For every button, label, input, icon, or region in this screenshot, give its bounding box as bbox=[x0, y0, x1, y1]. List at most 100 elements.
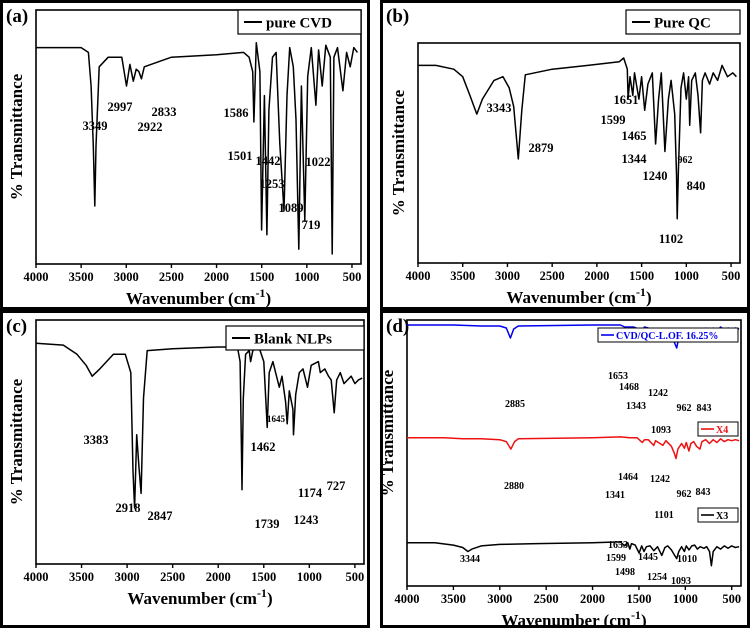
peak-label: 1242 bbox=[648, 388, 668, 399]
plot-frame bbox=[35, 9, 362, 265]
x-tick-label: 2500 bbox=[540, 269, 565, 283]
x-tick-label: 500 bbox=[346, 570, 365, 584]
panel-c: (c) 4000 3500 3000 2500 2000 1500 1000 500 Wavenu… bbox=[0, 310, 370, 628]
peak-label: 1254 bbox=[647, 572, 667, 583]
peak-label: 3343 bbox=[487, 101, 512, 115]
legend-box bbox=[697, 507, 739, 523]
x-tick-label: 3500 bbox=[441, 592, 466, 606]
peak-label: 1653 bbox=[608, 540, 628, 551]
panel-label: (a) bbox=[6, 6, 28, 27]
peak-label: 2918 bbox=[116, 501, 141, 515]
peak-label: 727 bbox=[327, 479, 346, 493]
peak-label: 1442 bbox=[256, 154, 281, 168]
x-tick-label: 500 bbox=[722, 592, 741, 606]
peak-label: 2833 bbox=[152, 105, 177, 119]
x-tick-label: 4000 bbox=[406, 269, 431, 283]
plot-frame bbox=[35, 319, 365, 565]
peak-label: 719 bbox=[302, 218, 321, 232]
series-line-1 bbox=[35, 342, 363, 509]
peak-label: 962 bbox=[677, 403, 692, 414]
x-tick-label: 3500 bbox=[450, 269, 475, 283]
series-line-3 bbox=[407, 541, 740, 567]
y-axis-label: % Transmittance bbox=[378, 369, 397, 496]
x-tick-label: 3000 bbox=[495, 269, 520, 283]
x-tick-label: 1000 bbox=[297, 570, 322, 584]
peak-label: 2922 bbox=[138, 120, 163, 134]
peak-label: 1464 bbox=[618, 472, 638, 483]
x-tick-label: 1500 bbox=[626, 592, 651, 606]
x-axis-label: Wavenumber (cm-1) bbox=[127, 586, 272, 608]
x-tick-label: 1500 bbox=[249, 270, 274, 284]
peak-label: 1586 bbox=[224, 106, 249, 120]
panel-label: (b) bbox=[386, 6, 409, 27]
legend-box bbox=[237, 9, 362, 35]
x-tick-label: 2000 bbox=[204, 270, 229, 284]
legend-box bbox=[597, 327, 739, 343]
x-tick-label: 4000 bbox=[395, 592, 420, 606]
legend-box bbox=[697, 421, 739, 437]
y-axis-label: % Transmittance bbox=[7, 378, 26, 505]
x-tick-label: 3500 bbox=[69, 570, 94, 584]
x-tick-label: 2000 bbox=[584, 269, 609, 283]
peak-label: 2880 bbox=[504, 481, 524, 492]
peak-label: 1089 bbox=[279, 201, 304, 215]
y-axis-label: % Transmittance bbox=[389, 89, 408, 216]
x-tick-label: 3000 bbox=[114, 270, 139, 284]
peak-label: 1101 bbox=[654, 510, 673, 521]
peak-label: 1739 bbox=[255, 517, 280, 531]
x-axis-label: Wavenumber (cm-1) bbox=[126, 286, 271, 308]
x-tick-label: 2500 bbox=[160, 570, 185, 584]
x-tick-label: 500 bbox=[722, 269, 741, 283]
series-line-1 bbox=[418, 57, 737, 220]
peak-label: 1344 bbox=[622, 152, 648, 166]
legend-label: X4 bbox=[716, 425, 728, 436]
series-line-2 bbox=[407, 436, 740, 460]
x-axis-label: Wavenumber (cm-1) bbox=[501, 608, 646, 628]
peak-label: 1651 bbox=[614, 93, 639, 107]
series-line-1 bbox=[36, 42, 358, 255]
x-tick-label: 2000 bbox=[580, 592, 605, 606]
peak-label: 3349 bbox=[83, 119, 108, 133]
peak-label: 1242 bbox=[650, 474, 670, 485]
peak-label: 1462 bbox=[251, 440, 276, 454]
peak-label: 1465 bbox=[622, 129, 647, 143]
peak-label: 2847 bbox=[148, 509, 173, 523]
y-axis-label: % Transmittance bbox=[7, 73, 26, 200]
plot-frame bbox=[417, 42, 741, 264]
peak-label: 843 bbox=[697, 403, 712, 414]
peak-label: 2879 bbox=[529, 141, 554, 155]
peak-label: 1445 bbox=[638, 552, 658, 563]
x-tick-label: 2000 bbox=[206, 570, 231, 584]
x-tick-label: 3000 bbox=[115, 570, 140, 584]
peak-label: 1653 bbox=[608, 371, 628, 382]
peak-label: 843 bbox=[696, 487, 711, 498]
legend-label: pure CVD bbox=[266, 16, 332, 32]
x-tick-label: 1500 bbox=[251, 570, 276, 584]
x-tick-label: 1000 bbox=[674, 269, 699, 283]
x-axis-label: Wavenumber (cm-1) bbox=[506, 285, 651, 307]
legend-label: Pure QC bbox=[654, 16, 711, 32]
peak-label: 2997 bbox=[108, 100, 133, 114]
peak-label: 1243 bbox=[294, 513, 319, 527]
plot-frame bbox=[406, 319, 742, 587]
peak-label: 1498 bbox=[615, 567, 635, 578]
peak-label: 1174 bbox=[298, 486, 323, 500]
peak-label: 3344 bbox=[460, 554, 480, 565]
x-tick-label: 1500 bbox=[629, 269, 654, 283]
panel-border bbox=[380, 310, 750, 628]
peak-label: 1093 bbox=[671, 576, 691, 587]
x-tick-label: 3500 bbox=[69, 270, 94, 284]
peak-label: 1645 bbox=[267, 414, 286, 424]
peak-label: 2885 bbox=[505, 399, 525, 410]
panel-b: (b) 4000 3500 3000 2500 2000 1500 1000 500 Wavenu… bbox=[380, 0, 750, 310]
panel-label: (c) bbox=[6, 316, 27, 337]
peak-label: 1501 bbox=[228, 149, 253, 163]
peak-label: 1022 bbox=[306, 155, 331, 169]
peak-label: 1093 bbox=[651, 425, 671, 436]
x-tick-label: 2500 bbox=[534, 592, 559, 606]
panel-border bbox=[0, 310, 370, 628]
peak-label: 1599 bbox=[606, 553, 626, 564]
legend-label: X3 bbox=[716, 511, 728, 522]
x-tick-label: 4000 bbox=[24, 570, 49, 584]
